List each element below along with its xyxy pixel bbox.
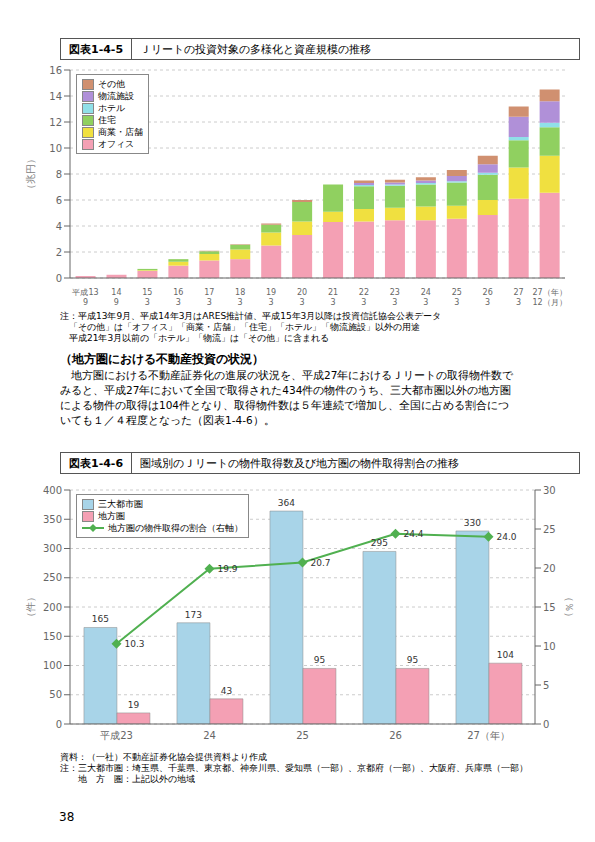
svg-text:273: 273: [514, 288, 524, 307]
svg-text:20: 20: [543, 563, 556, 574]
html-text:みると、平成27年において全国で取得された434件の物件のう: みると、平成27年において全国で取得された434件の物件のうち、三大都市圏以外の…: [60, 384, 512, 396]
svg-text:2: 2: [56, 247, 62, 258]
svg-text:400: 400: [43, 485, 62, 496]
svg-text:200: 200: [43, 602, 62, 613]
svg-text:30: 30: [543, 485, 556, 496]
svg-text:163: 163: [173, 288, 183, 307]
svg-text:203: 203: [297, 288, 307, 307]
html-text:注：平成13年9月、平成14年3月はARES推計値、平成15: 注：平成13年9月、平成14年3月はARES推計値、平成15年3月以降は投資信託…: [60, 311, 442, 321]
html-text:ホテル: ホテル: [98, 103, 125, 113]
svg-text:183: 183: [235, 288, 245, 307]
svg-text:50: 50: [49, 689, 62, 700]
svg-text:10: 10: [49, 143, 62, 154]
svg-text:263: 263: [483, 288, 493, 307]
svg-text:149: 149: [111, 288, 121, 307]
svg-text:25: 25: [296, 730, 309, 741]
html-text:による物件の取得は104件となり、取得物件数は５年連続で増加: による物件の取得は104件となり、取得物件数は５年連続で増加し、全国に占める割合…: [60, 399, 509, 411]
svg-text:（兆円）: （兆円）: [25, 154, 36, 194]
svg-text:330: 330: [464, 518, 481, 528]
html-text:図表1-4-6: 図表1-4-6: [69, 456, 124, 470]
html-text:注：三大都市圏：埼玉県、千葉県、東京都、神奈川県、愛知県（一: 注：三大都市圏：埼玉県、千葉県、東京都、神奈川県、愛知県（一部）、京都府（一部）…: [60, 763, 528, 773]
html-text:平成21年3月以前の「ホテル」「物流」は「その他」に含まれる: 平成21年3月以前の「ホテル」「物流」は「その他」に含まれる: [60, 333, 330, 343]
svg-text:104: 104: [497, 650, 514, 660]
svg-text:153: 153: [142, 288, 152, 307]
html-text:地方圏: 地方圏: [98, 511, 125, 521]
svg-text:253: 253: [452, 288, 462, 307]
html-text:物流施設: 物流施設: [98, 91, 134, 101]
svg-text:233: 233: [390, 288, 400, 307]
html-text:38: 38: [59, 810, 75, 824]
svg-text:平成139: 平成139: [72, 288, 98, 307]
svg-text:4: 4: [56, 221, 62, 232]
html-text:オフィス: オフィス: [98, 139, 134, 149]
svg-text:173: 173: [204, 288, 214, 307]
svg-text:0: 0: [56, 719, 62, 730]
svg-text:43: 43: [221, 686, 232, 696]
svg-text:0: 0: [56, 273, 62, 284]
svg-text:19: 19: [128, 700, 140, 710]
svg-text:95: 95: [407, 655, 418, 665]
svg-text:24.0: 24.0: [497, 532, 517, 542]
svg-text:27（年）12（月）: 27（年）12（月）: [532, 288, 566, 307]
html-text:地 方 圏：上記以外の地域: 地 方 圏：上記以外の地域: [60, 774, 195, 784]
html-text:いても１／４程度となった（図表1-4-6）。: いても１／４程度となった（図表1-4-6）。: [60, 414, 275, 426]
svg-text:350: 350: [43, 514, 62, 525]
svg-text:193: 193: [266, 288, 276, 307]
svg-text:10.3: 10.3: [125, 639, 145, 649]
svg-text:5: 5: [543, 680, 549, 691]
svg-text:24: 24: [203, 730, 216, 741]
svg-text:150: 150: [43, 631, 62, 642]
svg-text:25: 25: [543, 524, 556, 535]
html-text:商業・店舗: 商業・店舗: [98, 127, 143, 137]
html-text:住宅: 住宅: [98, 115, 116, 125]
svg-text:（％）: （％）: [564, 592, 575, 622]
svg-text:165: 165: [92, 614, 109, 624]
svg-text:26: 26: [389, 730, 402, 741]
svg-text:8: 8: [56, 169, 62, 180]
html-text:圏域別のＪリートの物件取得数及び地方圏の物件取得割合の推移: 圏域別のＪリートの物件取得数及び地方圏の物件取得割合の推移: [140, 456, 460, 470]
html-text:三大都市圏: 三大都市圏: [98, 499, 143, 509]
svg-text:24.4: 24.4: [404, 529, 424, 539]
html-text:地方圏の物件取得の割合（右軸）: 地方圏の物件取得の割合（右軸）: [108, 523, 243, 533]
html-text:「その他」は「オフィス」「商業・店舗」「住宅」「ホテル」「物: 「その他」は「オフィス」「商業・店舗」「住宅」「ホテル」「物流施設」以外の用途: [60, 322, 420, 332]
svg-text:250: 250: [43, 572, 62, 583]
svg-text:173: 173: [185, 610, 202, 620]
svg-text:14: 14: [49, 91, 62, 102]
svg-text:27（年）: 27（年）: [467, 730, 510, 741]
svg-text:平成23: 平成23: [100, 730, 133, 741]
svg-text:（件）: （件）: [25, 592, 36, 622]
svg-text:20.7: 20.7: [311, 558, 331, 568]
svg-text:19.9: 19.9: [218, 564, 238, 574]
svg-text:0: 0: [543, 719, 549, 730]
svg-text:364: 364: [278, 498, 295, 508]
html-text:（地方圏における不動産投資の状況）: （地方圏における不動産投資の状況）: [60, 352, 264, 366]
svg-text:295: 295: [371, 538, 388, 548]
svg-text:100: 100: [43, 660, 62, 671]
html-text:資料：（一社）不動産証券化協会提供資料より作成: 資料：（一社）不動産証券化協会提供資料より作成: [60, 752, 267, 762]
svg-text:15: 15: [543, 602, 556, 613]
svg-text:213: 213: [328, 288, 338, 307]
svg-text:223: 223: [359, 288, 369, 307]
svg-text:6: 6: [56, 195, 62, 206]
html-text:Ｊリートの投資対象の多様化と資産規模の推移: Ｊリートの投資対象の多様化と資産規模の推移: [140, 42, 372, 56]
html-text:図表1-4-5: 図表1-4-5: [69, 42, 124, 56]
svg-text:12: 12: [49, 117, 62, 128]
svg-text:10: 10: [543, 641, 556, 652]
svg-text:95: 95: [314, 655, 325, 665]
svg-text:16: 16: [49, 65, 62, 76]
html-text:地方圏における不動産証券化の進展の状況を、平成27年における: 地方圏における不動産証券化の進展の状況を、平成27年におけるＪリートの取得物件数…: [60, 369, 514, 381]
html-text:その他: その他: [98, 79, 125, 89]
svg-text:300: 300: [43, 543, 62, 554]
svg-text:243: 243: [421, 288, 431, 307]
